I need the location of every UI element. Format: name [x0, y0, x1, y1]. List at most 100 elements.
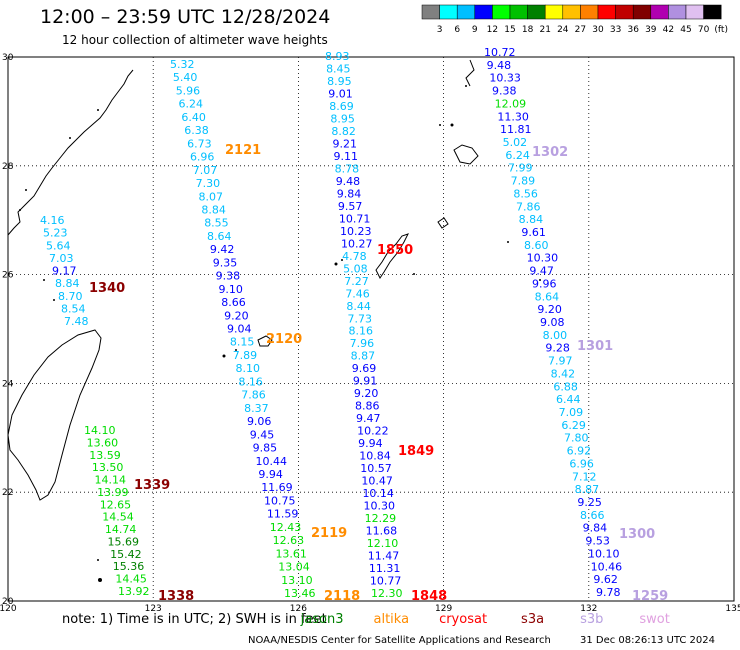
- legend-label: 36: [627, 25, 639, 35]
- wave-height-label: 7.89: [233, 349, 258, 362]
- wave-height-label: 10.72: [484, 46, 516, 59]
- wave-height-label: 5.96: [176, 84, 201, 97]
- wave-height-label: 15.42: [110, 548, 141, 561]
- wave-height-label: 13.61: [275, 547, 307, 560]
- pass-number-label: 1849: [398, 444, 434, 459]
- wave-height-label: 9.06: [247, 415, 272, 428]
- wave-height-label: 8.86: [355, 400, 380, 413]
- wave-height-label: 8.54: [61, 302, 86, 315]
- wave-height-label: 7.12: [572, 470, 597, 483]
- wave-height-label: 10.57: [360, 462, 392, 475]
- wave-height-label: 9.94: [358, 437, 383, 450]
- wave-height-label: 12.30: [371, 587, 403, 600]
- wave-height-label: 9.42: [210, 243, 235, 256]
- wave-height-label: 8.10: [236, 362, 260, 375]
- wave-height-label: 7.03: [49, 252, 74, 265]
- wave-height-label: 7.80: [564, 432, 589, 445]
- legend-swatch: [703, 4, 722, 20]
- pass-number-label: 1300: [619, 527, 655, 542]
- wave-height-label: 10.33: [489, 72, 521, 85]
- wave-height-label: 14.54: [102, 511, 134, 524]
- wave-height-label: 8.15: [230, 336, 255, 349]
- pass-number-label: 1850: [377, 243, 413, 258]
- wave-height-label: 12.65: [100, 498, 132, 511]
- pass-number-label: 1301: [577, 339, 613, 354]
- lat-tick-label: 28: [2, 162, 14, 172]
- lon-tick-label: 135: [725, 604, 740, 614]
- satellite-jason3: jason3: [300, 612, 344, 627]
- track-t1: 5.325.405.966.246.406.386.736.967.077.30…: [170, 58, 316, 600]
- wave-height-label: 8.00: [543, 329, 568, 342]
- wave-height-label: 8.42: [551, 367, 576, 380]
- wave-height-label: 8.87: [351, 350, 376, 363]
- pass-number-label: 1259: [632, 589, 668, 604]
- wave-height-label: 9.69: [352, 362, 377, 375]
- wave-height-label: 8.78: [335, 162, 360, 175]
- wave-height-label: 13.10: [281, 574, 313, 587]
- legend-label: 45: [680, 25, 691, 35]
- lat-tick-label: 22: [2, 488, 13, 498]
- legend-label: 15: [504, 25, 515, 35]
- wave-height-label: 10.71: [339, 212, 371, 225]
- wave-height-label: 7.48: [64, 315, 89, 328]
- satellite-altika: altika: [373, 612, 410, 627]
- wave-height-label: 9.38: [216, 270, 241, 283]
- wave-height-label: 11.31: [369, 562, 401, 575]
- wave-height-label: 9.48: [487, 59, 512, 72]
- pass-labels: 2121 1340 2120 1850 1302 1301 1849 1339 2119 1300…: [89, 143, 668, 604]
- wave-height-label: 6.88: [553, 380, 578, 393]
- wave-height-label: 12.29: [365, 512, 397, 525]
- pass-number-label: 1338: [158, 589, 194, 604]
- wave-height-label: 8.95: [330, 112, 355, 125]
- legend-label: 12: [487, 25, 498, 35]
- wave-height-label: 8.84: [519, 213, 544, 226]
- pass-number-label: 2119: [311, 526, 347, 541]
- wave-height-label: 8.45: [326, 62, 351, 75]
- track-t4: 8.938.458.959.018.698.958.829.219.118.78…: [325, 50, 403, 600]
- wave-height-label: 8.84: [55, 277, 80, 290]
- wave-height-label: 9.17: [52, 265, 77, 278]
- wave-height-label: 9.48: [336, 175, 361, 188]
- pass-number-label: 1339: [134, 478, 170, 493]
- lat-tick-label: 30: [2, 53, 14, 63]
- wave-height-label: 9.57: [338, 200, 363, 213]
- wave-height-label: 9.96: [532, 277, 557, 290]
- track-t5: 10.729.4810.339.3812.0911.3011.815.026.2…: [484, 46, 622, 599]
- pass-number-label: 2121: [225, 143, 261, 158]
- wave-height-label: 9.20: [537, 303, 562, 316]
- satellite-s3a: s3a: [521, 612, 545, 627]
- wave-height-label: 7.09: [559, 406, 584, 419]
- wave-height-label: 11.69: [261, 481, 293, 494]
- wave-height-label: 9.62: [593, 573, 618, 586]
- lon-tick-label: 120: [0, 604, 17, 614]
- wave-height-label: 13.92: [118, 585, 150, 598]
- generated-timestamp: 31 Dec 08:26:13 UTC 2024: [580, 635, 715, 646]
- wave-height-label: 9.01: [328, 87, 353, 100]
- wave-height-label: 11.81: [500, 123, 532, 136]
- wave-height-label: 8.95: [327, 75, 352, 88]
- note-text: note: 1) Time is in UTC; 2) SWH is in fe…: [62, 612, 327, 627]
- kyushu-tip: [465, 59, 475, 87]
- wave-height-label: 9.47: [529, 265, 554, 278]
- wave-height-label: 8.44: [346, 300, 371, 313]
- wave-height-label: 8.70: [58, 290, 83, 303]
- map-subtitle: 12 hour collection of altimeter wave hei…: [62, 33, 328, 47]
- wave-height-label: 7.07: [193, 164, 218, 177]
- wave-height-label: 7.86: [516, 200, 541, 213]
- wave-height-label: 7.86: [241, 389, 266, 402]
- wave-height-label: 13.04: [278, 561, 310, 574]
- wave-height-label: 9.85: [253, 442, 278, 455]
- wave-height-label: 9.21: [332, 137, 357, 150]
- wave-height-label: 13.59: [89, 449, 121, 462]
- map-frame: [7, 56, 735, 602]
- wave-height-label: 6.73: [187, 137, 212, 150]
- legend-label: 6: [454, 25, 460, 35]
- wave-height-label: 11.68: [366, 525, 398, 538]
- wave-height-label: 8.69: [329, 100, 354, 113]
- wave-height-label: 7.30: [196, 177, 221, 190]
- legend-label: 39: [645, 25, 657, 35]
- wave-height-label: 7.99: [508, 162, 533, 175]
- taiwan-outline: [7, 329, 102, 501]
- legend-label: 33: [610, 25, 621, 35]
- wave-height-label: 9.35: [213, 256, 238, 269]
